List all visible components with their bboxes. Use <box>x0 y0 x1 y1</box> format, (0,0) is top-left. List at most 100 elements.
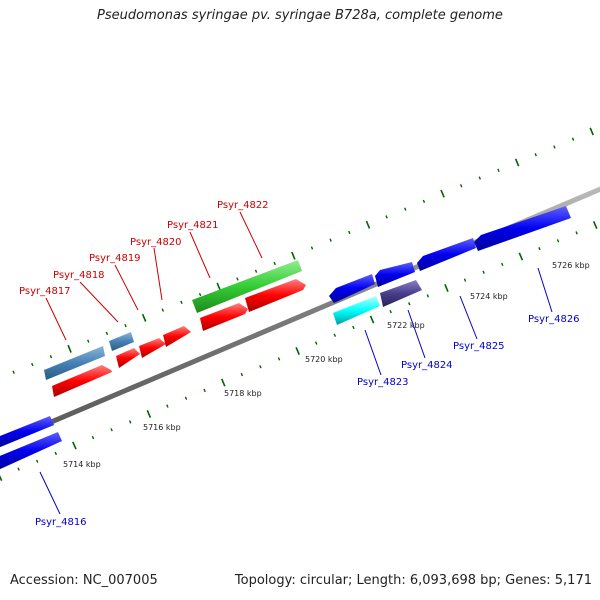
scale-tick <box>105 331 109 336</box>
scale-tick <box>17 467 20 471</box>
scale-tick <box>389 309 392 314</box>
scale-tick <box>514 158 520 167</box>
feature-psyr-4822-cds[interactable] <box>245 279 306 312</box>
scale-tick <box>404 207 407 211</box>
feature-psyr-4816-cds[interactable] <box>0 432 62 470</box>
scale-tick <box>166 404 169 408</box>
scale-tick <box>314 341 318 345</box>
genome-summary-text: Topology: circular; Length: 6,093,698 bp… <box>234 573 592 588</box>
scale-tick <box>254 269 258 273</box>
scale-tick <box>128 420 132 424</box>
scale-tick <box>329 238 332 242</box>
scale-tick <box>422 199 426 203</box>
scale-tick <box>352 325 355 330</box>
feature-psyr-4818-gene[interactable] <box>109 332 134 351</box>
gene-label-psyr-4823[interactable]: Psyr_4823 <box>357 377 409 388</box>
scale-tick <box>478 176 482 180</box>
feature-psyr-4819-cds[interactable] <box>139 338 166 358</box>
gene-label-psyr-4818[interactable]: Psyr_4818 <box>53 270 105 281</box>
gene-label-psyr-4820[interactable]: Psyr_4820 <box>130 237 182 248</box>
scale-tick <box>463 278 467 282</box>
tick-label-5722: 5722 kbp <box>387 321 425 330</box>
feature-psyr-4824-gene[interactable] <box>375 262 415 287</box>
scale-tick <box>444 283 449 293</box>
forward-features <box>44 260 306 397</box>
gene-label-psyr-4824[interactable]: Psyr_4824 <box>401 360 453 371</box>
feature-psyr-4825-gene[interactable] <box>417 238 476 271</box>
leader-psyr-4822 <box>239 211 263 259</box>
scale-tick <box>295 346 300 356</box>
scale-tick <box>277 357 281 361</box>
leader-psyr-4820 <box>153 247 163 301</box>
scale-tick <box>146 409 152 419</box>
leader-psyr-4826 <box>537 267 553 313</box>
scale-tick <box>124 323 127 328</box>
scale-tick <box>161 308 165 312</box>
scale-tick <box>216 282 222 291</box>
scale-tick <box>310 246 314 250</box>
scale-tick <box>592 220 598 230</box>
scale-tick <box>538 247 541 251</box>
tick-labels: 5714 kbp 5716 kbp 5718 kbp 5720 kbp 5722… <box>63 261 590 469</box>
scale-tick <box>333 333 337 337</box>
leader-psyr-4818 <box>79 281 119 323</box>
scale-tick <box>184 396 188 400</box>
feature-psyr-4821-cds[interactable] <box>200 303 248 331</box>
tick-label-5724: 5724 kbp <box>470 292 508 301</box>
tick-label-5714: 5714 kbp <box>63 460 101 469</box>
scale-tick <box>273 261 276 266</box>
feature-psyr-4817-gene[interactable] <box>44 346 105 380</box>
scale-tick <box>67 344 72 353</box>
gene-label-psyr-4819[interactable]: Psyr_4819 <box>89 253 141 264</box>
scale-tick <box>49 355 53 359</box>
scale-tick <box>459 184 463 188</box>
scale-tick <box>556 239 560 243</box>
feature-psyr-4823-gene[interactable] <box>329 274 375 303</box>
scale-tick <box>553 145 556 149</box>
reverse-features <box>0 206 571 470</box>
tick-marks-upper <box>12 127 594 374</box>
scale-tick <box>0 474 3 482</box>
scale-tick <box>259 365 262 369</box>
scale-tick <box>12 370 15 374</box>
leader-psyr-4816 <box>39 471 61 515</box>
gene-label-psyr-4826[interactable]: Psyr_4826 <box>528 314 580 325</box>
leader-psyr-4823 <box>364 329 382 376</box>
feature-psyr-4816-gene[interactable] <box>0 416 54 448</box>
scale-tick <box>198 292 202 297</box>
scale-tick <box>369 315 375 324</box>
scale-tick <box>220 378 226 387</box>
scale-tick <box>203 388 206 393</box>
gene-label-psyr-4817[interactable]: Psyr_4817 <box>19 286 71 297</box>
tick-label-5718: 5718 kbp <box>224 389 262 398</box>
scale-tick <box>240 372 244 377</box>
scale-tick <box>291 251 296 260</box>
map-title: Pseudomonas syringae pv. syringae B728a,… <box>97 8 503 23</box>
scale-tick <box>589 127 594 136</box>
feature-psyr-4824-cds[interactable] <box>380 280 422 307</box>
scale-tick <box>534 153 537 157</box>
tick-label-5726: 5726 kbp <box>552 261 590 270</box>
feature-psyr-4826-gene[interactable] <box>474 206 571 251</box>
genome-backbone <box>0 186 600 447</box>
tick-label-5716: 5716 kbp <box>143 423 181 432</box>
feature-psyr-4821-gene[interactable] <box>192 260 302 313</box>
scale-tick <box>87 339 90 343</box>
tick-marks-lower <box>0 220 598 482</box>
feature-psyr-4818-cds[interactable] <box>116 348 140 368</box>
scale-tick <box>518 252 524 261</box>
scale-tick <box>365 220 371 229</box>
scale-tick <box>408 302 411 306</box>
gene-label-psyr-4822[interactable]: Psyr_4822 <box>217 200 269 211</box>
gene-label-psyr-4825[interactable]: Psyr_4825 <box>453 341 505 352</box>
feature-psyr-4817-cds[interactable] <box>52 365 112 397</box>
feature-psyr-4820-cds[interactable] <box>163 326 191 347</box>
scale-tick <box>385 215 388 219</box>
leader-psyr-4825 <box>459 295 478 340</box>
scale-tick <box>426 294 430 298</box>
gene-label-psyr-4821[interactable]: Psyr_4821 <box>167 220 219 231</box>
gene-label-psyr-4816[interactable]: Psyr_4816 <box>35 517 87 528</box>
feature-psyr-4823-cds[interactable] <box>333 296 380 325</box>
leader-psyr-4824 <box>407 309 426 359</box>
